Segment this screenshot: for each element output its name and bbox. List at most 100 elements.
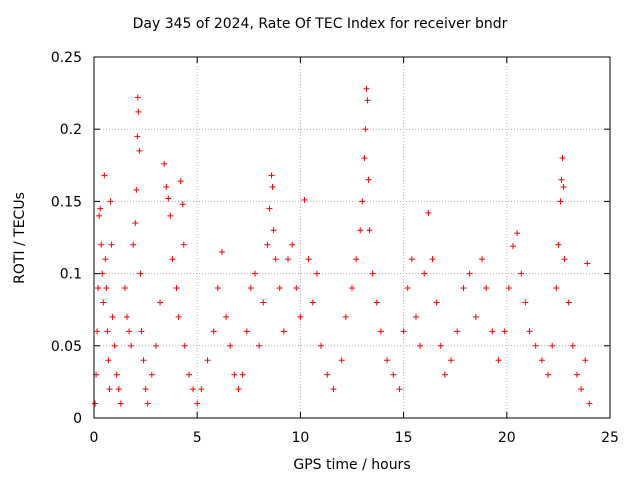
data-point <box>342 313 349 320</box>
data-point <box>560 183 567 190</box>
data-point <box>349 285 355 292</box>
data-point <box>557 198 564 205</box>
data-point <box>104 328 111 335</box>
data-point <box>357 227 364 234</box>
data-point <box>293 285 300 292</box>
data-point <box>586 400 593 407</box>
data-point <box>109 313 116 320</box>
data-point <box>489 328 496 335</box>
data-point <box>460 285 467 292</box>
data-point <box>425 209 432 216</box>
data-point <box>526 328 533 335</box>
data-point <box>384 357 391 364</box>
data-point <box>134 94 141 101</box>
data-point <box>301 196 308 203</box>
x-tick-label: 25 <box>601 430 619 446</box>
data-point <box>194 400 201 407</box>
data-point <box>130 241 137 248</box>
data-point <box>495 357 502 364</box>
data-point <box>99 270 106 277</box>
data-point <box>167 212 174 219</box>
data-point <box>366 227 373 234</box>
data-point <box>142 386 149 393</box>
data-point <box>330 386 337 393</box>
data-point <box>210 328 217 335</box>
grid <box>94 57 610 418</box>
data-point <box>359 198 366 205</box>
data-point <box>569 342 576 349</box>
data-point <box>559 155 566 162</box>
data-point <box>582 357 589 364</box>
x-tick-label: 5 <box>193 430 202 446</box>
data-point <box>251 270 258 277</box>
data-point <box>538 357 545 364</box>
data-point <box>549 342 556 349</box>
data-point <box>214 285 221 292</box>
data-point <box>361 155 368 162</box>
x-tick-label: 10 <box>291 430 309 446</box>
y-tick-label: 0.15 <box>51 194 82 210</box>
data-point <box>338 357 345 364</box>
data-point <box>113 371 120 378</box>
data-point <box>545 371 552 378</box>
data-point <box>555 241 562 248</box>
ticks: 0 5 10 15 20 25 0 0.05 0.1 0.15 0.2 0.25 <box>51 50 619 446</box>
data-point <box>509 243 516 250</box>
data-point <box>92 400 99 407</box>
y-tick-label: 0 <box>73 411 82 427</box>
data-point <box>578 386 585 393</box>
data-point <box>96 212 103 219</box>
data-point <box>365 176 372 183</box>
x-axis-label: GPS time / hours <box>293 457 411 473</box>
data-point <box>117 400 124 407</box>
data-point <box>235 386 242 393</box>
data-point <box>243 328 250 335</box>
data-point <box>269 183 276 190</box>
data-point <box>137 270 144 277</box>
data-point <box>132 220 139 227</box>
data-point <box>408 256 415 263</box>
data-point <box>532 342 539 349</box>
data-point <box>163 183 170 190</box>
data-point <box>272 256 279 263</box>
data-point <box>289 241 296 248</box>
data-point <box>157 299 164 306</box>
data-point <box>223 313 230 320</box>
data-point <box>128 342 135 349</box>
data-point <box>115 386 122 393</box>
data-point <box>108 241 115 248</box>
data-point <box>553 285 560 292</box>
data-point <box>441 371 448 378</box>
y-tick-label: 0.2 <box>60 122 82 138</box>
data-point <box>256 342 263 349</box>
data-point <box>514 230 521 237</box>
data-point <box>111 342 118 349</box>
data-point <box>185 371 192 378</box>
data-point <box>138 328 145 335</box>
data-point <box>260 299 267 306</box>
data-point <box>190 386 197 393</box>
data-point <box>264 241 271 248</box>
data-point <box>181 342 188 349</box>
data-point <box>313 270 320 277</box>
chart-title: Day 345 of 2024, Rate Of TEC Index for r… <box>132 16 508 32</box>
data-point <box>136 147 143 154</box>
data-point <box>518 270 525 277</box>
data-point <box>126 328 133 335</box>
data-point <box>584 260 591 267</box>
data-point <box>421 270 428 277</box>
data-point <box>94 328 101 335</box>
data-point <box>363 85 370 92</box>
data-points <box>92 85 593 407</box>
data-point <box>148 371 155 378</box>
data-point <box>177 178 184 185</box>
data-point <box>173 285 180 292</box>
data-point <box>98 241 105 248</box>
y-tick-label: 0.25 <box>51 50 82 66</box>
data-point <box>268 172 275 179</box>
data-point <box>396 386 403 393</box>
data-point <box>448 357 455 364</box>
data-point <box>140 357 147 364</box>
data-point <box>505 285 512 292</box>
data-point <box>179 201 186 208</box>
